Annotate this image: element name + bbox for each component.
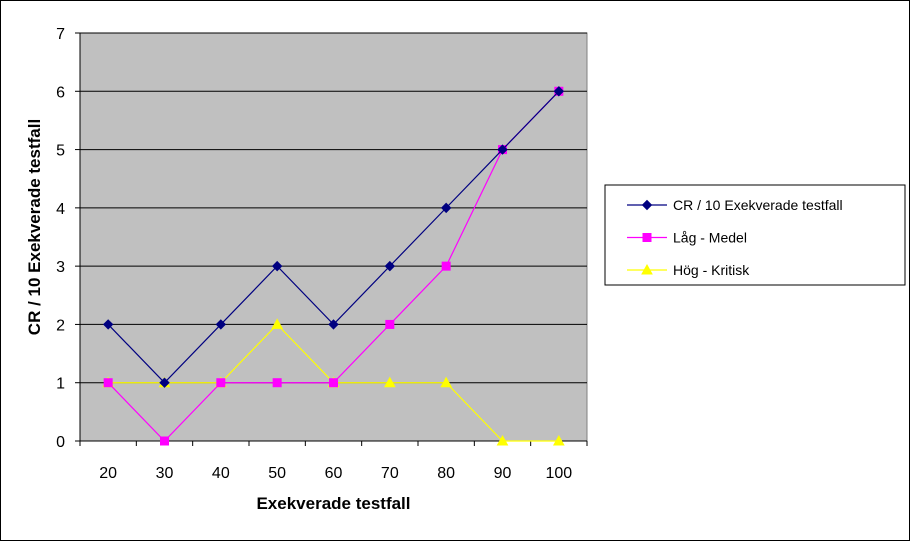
data-point [329, 378, 338, 388]
y-tick-label: 6 [56, 84, 65, 101]
data-point [496, 434, 509, 446]
data-point [384, 260, 396, 272]
y-tick-label: 4 [56, 201, 65, 218]
y-tick-label: 7 [56, 26, 65, 43]
x-tick-label: 90 [494, 465, 512, 482]
x-tick-label: 80 [437, 465, 455, 482]
data-point [383, 376, 396, 388]
data-point [216, 378, 226, 388]
legend-label: Hög - Kritisk [673, 262, 750, 278]
data-point [440, 202, 452, 214]
data-point [385, 319, 395, 329]
data-point [272, 378, 282, 388]
data-point [441, 261, 451, 271]
legend-marker [642, 233, 652, 242]
y-tick-label: 2 [56, 317, 65, 334]
data-point [328, 319, 339, 330]
data-point [102, 319, 114, 330]
y-tick-label: 1 [56, 376, 65, 393]
data-point [103, 378, 113, 388]
y-axis-title: CR / 10 Exekverade testfall [25, 119, 44, 335]
y-tick-label: 5 [56, 143, 65, 160]
x-tick-label: 100 [545, 465, 572, 482]
data-point [497, 144, 508, 155]
x-tick-label: 30 [156, 465, 174, 482]
x-tick-label: 20 [99, 465, 117, 482]
y-tick-label: 0 [56, 434, 65, 451]
legend-marker [641, 263, 653, 275]
data-point [271, 260, 283, 272]
x-tick-label: 70 [381, 465, 399, 482]
x-tick-label: 60 [325, 465, 343, 482]
x-tick-label: 50 [268, 465, 286, 482]
x-tick-label: 40 [212, 465, 230, 482]
y-tick-label: 3 [56, 259, 65, 276]
data-point [159, 377, 170, 388]
data-point [271, 318, 284, 329]
data-point [160, 436, 169, 446]
plot-area [79, 32, 588, 442]
legend-marker [641, 199, 653, 211]
x-axis-title: Exekverade testfall [256, 494, 410, 513]
legend-label: Låg - Medel [673, 230, 747, 246]
legend-box [604, 184, 906, 286]
data-point [552, 434, 565, 446]
data-point [440, 376, 453, 388]
data-point [553, 86, 565, 97]
legend-label: CR / 10 Exekverade testfall [673, 197, 843, 213]
data-point [215, 319, 227, 330]
